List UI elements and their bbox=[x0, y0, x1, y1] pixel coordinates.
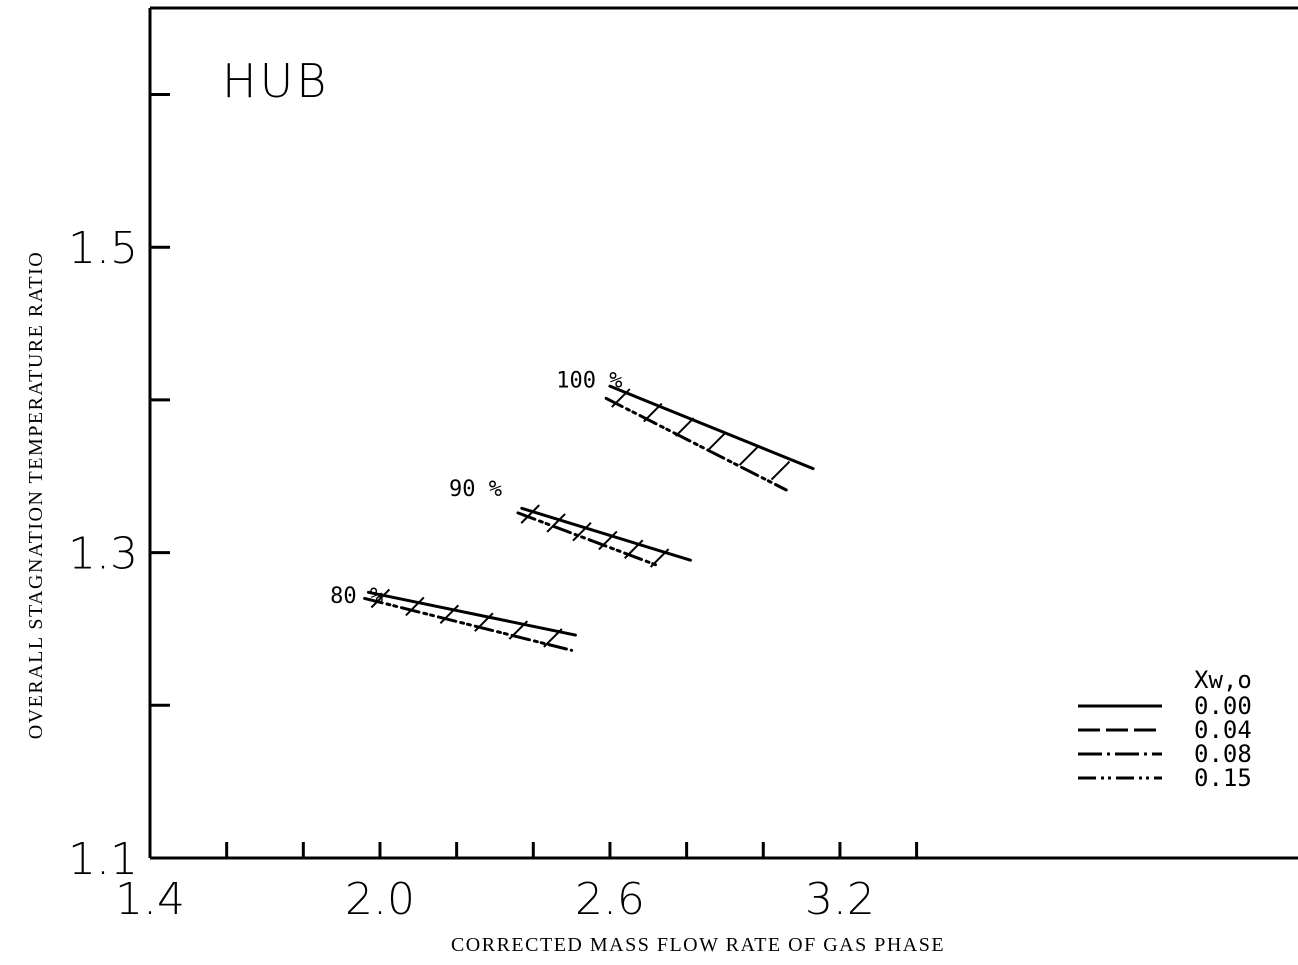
x-tick-label: 3.2 bbox=[805, 874, 875, 925]
minor-ticks bbox=[150, 93, 919, 858]
series-hatch-mark bbox=[649, 548, 670, 568]
series-hatch-mark bbox=[546, 513, 566, 533]
series-line-0.15 bbox=[363, 596, 574, 652]
annotation-layer: 100 % 90 % 80 % bbox=[330, 369, 622, 609]
series-hatch-mark bbox=[738, 446, 759, 466]
series-line-0.00 bbox=[608, 384, 815, 471]
legend: Xw,o0.000.040.080.15 bbox=[1078, 666, 1252, 792]
legend-label: 0.00 bbox=[1194, 692, 1252, 720]
y-tick-labels: 1.1 1.3 1.5 bbox=[68, 223, 138, 885]
x-tick-label: 1.4 bbox=[115, 874, 185, 925]
series-hatch-mark bbox=[770, 460, 791, 481]
series-hatch-mark bbox=[508, 620, 529, 640]
legend-label: 0.08 bbox=[1194, 740, 1252, 768]
series-hatch-mark bbox=[572, 521, 592, 542]
y-tick-label: 1.3 bbox=[68, 529, 138, 580]
legend-label: 0.15 bbox=[1194, 764, 1252, 792]
series-hatch-mark bbox=[598, 530, 618, 551]
series-line-0.00 bbox=[520, 506, 692, 562]
legend-title: Xw,o bbox=[1194, 666, 1252, 694]
x-tick-labels: 1.4 2.0 2.6 3.2 bbox=[115, 874, 875, 925]
series-line-0.15 bbox=[516, 511, 662, 568]
x-axis-title: CORRECTED MASS FLOW RATE OF GAS PHASE bbox=[451, 934, 945, 956]
series-layer bbox=[363, 384, 815, 652]
x-tick-label: 2.6 bbox=[575, 874, 645, 925]
chart-axes bbox=[148, 6, 1298, 860]
series-hatch-mark bbox=[405, 596, 425, 617]
series-hatch-mark bbox=[520, 504, 540, 524]
series-hatch-mark bbox=[543, 628, 563, 648]
speed-label: 80 % bbox=[330, 584, 383, 609]
series-hatch-mark bbox=[674, 417, 695, 437]
panel-label: HUB bbox=[222, 54, 329, 108]
series-hatch-mark bbox=[474, 612, 494, 632]
series-hatch-mark bbox=[370, 588, 391, 609]
y-tick-label: 1.1 bbox=[68, 834, 138, 885]
series-hatch-mark bbox=[706, 431, 727, 452]
legend-label: 0.04 bbox=[1194, 716, 1252, 744]
x-tick-label: 2.0 bbox=[345, 874, 415, 925]
series-hatch-mark bbox=[643, 402, 663, 423]
speed-label: 90 % bbox=[449, 477, 502, 502]
series-hatch-mark bbox=[611, 388, 631, 408]
speed-label: 100 % bbox=[556, 369, 622, 394]
y-tick-label: 1.5 bbox=[68, 223, 138, 274]
series-line-0.15 bbox=[604, 396, 788, 492]
series-hatch-mark bbox=[439, 604, 460, 624]
series-hatch-mark bbox=[624, 539, 644, 559]
series-line-0.00 bbox=[366, 590, 577, 637]
y-axis-title: OVERALL STAGNATION TEMPERATURE RATIO bbox=[25, 251, 47, 740]
